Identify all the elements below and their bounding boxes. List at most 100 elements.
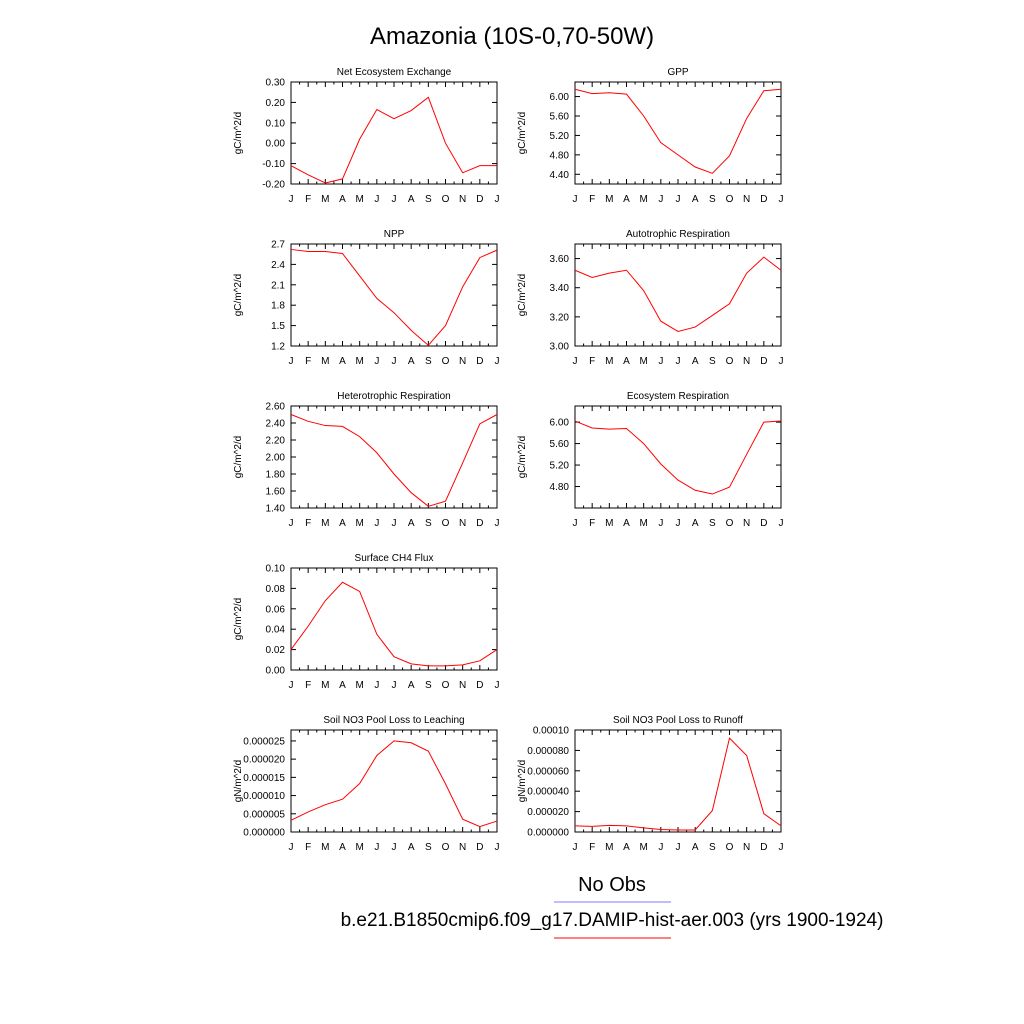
x-tick-label: N xyxy=(743,194,750,205)
x-tick-label: A xyxy=(339,194,346,205)
x-tick-label: O xyxy=(442,194,450,205)
x-tick-label: O xyxy=(726,356,734,367)
x-tick-label: J xyxy=(573,518,578,529)
y-tick-label: 0.04 xyxy=(266,625,286,636)
x-tick-label: S xyxy=(425,518,432,529)
x-tick-label: S xyxy=(709,194,716,205)
panel-frame xyxy=(574,81,782,185)
x-tick-label: A xyxy=(692,842,699,853)
x-tick-label: J xyxy=(495,518,500,529)
y-tick-label: 0.20 xyxy=(266,98,286,109)
x-tick-label: F xyxy=(305,356,311,367)
y-tick-label: 0.000020 xyxy=(243,755,285,766)
y-tick-label: 0.10 xyxy=(266,564,286,575)
x-tick-label: N xyxy=(459,194,466,205)
y-tick-label: 0.10 xyxy=(266,118,286,129)
x-tick-label: F xyxy=(305,518,311,529)
x-tick-label: M xyxy=(639,194,647,205)
x-tick-label: O xyxy=(442,518,450,529)
series-line xyxy=(290,414,498,507)
y-tick-label: 2.4 xyxy=(271,260,285,271)
x-tick-label: J xyxy=(573,194,578,205)
x-tick-label: J xyxy=(658,356,663,367)
x-tick-label: J xyxy=(658,194,663,205)
x-tick-label: M xyxy=(605,842,613,853)
legend: No Obs b.e21.B1850cmip6.f09_g17.DAMIP-hi… xyxy=(341,874,884,939)
panel-frame xyxy=(290,81,498,185)
y-tick-label: 0.000000 xyxy=(527,828,569,839)
x-tick-label: A xyxy=(339,356,346,367)
x-tick-label: J xyxy=(392,518,397,529)
x-tick-label: A xyxy=(623,356,630,367)
x-tick-label: M xyxy=(321,356,329,367)
x-tick-label: J xyxy=(392,680,397,691)
x-tick-label: M xyxy=(321,518,329,529)
y-axis-label: gC/m^2/d xyxy=(233,112,244,155)
y-tick-label: 2.40 xyxy=(266,419,286,430)
x-tick-label: N xyxy=(459,518,466,529)
x-tick-label: A xyxy=(408,842,415,853)
y-tick-label: 3.40 xyxy=(550,283,570,294)
x-tick-label: J xyxy=(374,680,379,691)
x-tick-label: J xyxy=(374,194,379,205)
x-tick-label: A xyxy=(408,680,415,691)
panel-title: Net Ecosystem Exchange xyxy=(337,67,452,78)
x-tick-label: S xyxy=(709,356,716,367)
x-tick-label: A xyxy=(692,356,699,367)
x-tick-label: A xyxy=(339,518,346,529)
y-tick-label: 2.7 xyxy=(271,240,285,251)
x-tick-label: J xyxy=(676,518,681,529)
x-tick-label: J xyxy=(676,356,681,367)
y-tick-label: 6.00 xyxy=(550,92,570,103)
panel-title: GPP xyxy=(667,67,688,78)
y-tick-label: 4.80 xyxy=(550,150,570,161)
panel-frame xyxy=(290,567,498,671)
x-tick-label: S xyxy=(425,194,432,205)
x-tick-label: D xyxy=(476,518,483,529)
x-tick-label: D xyxy=(760,194,767,205)
x-tick-label: J xyxy=(495,356,500,367)
x-tick-label: M xyxy=(355,518,363,529)
x-tick-label: D xyxy=(760,842,767,853)
x-tick-label: F xyxy=(305,194,311,205)
y-tick-label: 0.08 xyxy=(266,584,286,595)
y-tick-label: 0.000060 xyxy=(527,766,569,777)
y-tick-label: 0.000040 xyxy=(527,787,569,798)
y-axis-label: gC/m^2/d xyxy=(233,274,244,317)
x-tick-label: A xyxy=(692,518,699,529)
x-tick-label: J xyxy=(392,842,397,853)
x-tick-label: M xyxy=(605,518,613,529)
x-tick-label: J xyxy=(658,518,663,529)
x-tick-label: A xyxy=(408,194,415,205)
y-tick-label: 0.00 xyxy=(266,139,286,150)
panel-frame xyxy=(574,729,782,833)
x-tick-label: A xyxy=(623,194,630,205)
x-tick-label: O xyxy=(442,842,450,853)
x-tick-label: M xyxy=(605,356,613,367)
figure-title: Amazonia (10S-0,70-50W) xyxy=(370,23,654,50)
y-axis-label: gN/m^2/d xyxy=(517,760,528,803)
panel-title: NPP xyxy=(384,229,405,240)
x-tick-label: J xyxy=(374,356,379,367)
y-tick-label: 1.40 xyxy=(266,504,286,515)
y-tick-label: 0.000020 xyxy=(527,807,569,818)
x-tick-label: S xyxy=(425,842,432,853)
x-tick-label: O xyxy=(726,194,734,205)
legend-model-label: b.e21.B1850cmip6.f09_g17.DAMIP-hist-aer.… xyxy=(341,910,884,931)
x-tick-label: N xyxy=(459,680,466,691)
y-axis-label: gC/m^2/d xyxy=(233,598,244,641)
y-tick-label: 5.60 xyxy=(550,112,570,123)
y-tick-label: 1.5 xyxy=(271,321,285,332)
series-line xyxy=(574,256,782,332)
series-line xyxy=(290,581,498,667)
x-tick-label: O xyxy=(726,842,734,853)
x-tick-label: O xyxy=(442,680,450,691)
series-line xyxy=(574,420,782,495)
panel-title: Autotrophic Respiration xyxy=(626,229,730,240)
y-tick-label: 1.2 xyxy=(271,342,285,353)
y-tick-label: 0.000000 xyxy=(243,828,285,839)
x-tick-label: J xyxy=(676,842,681,853)
